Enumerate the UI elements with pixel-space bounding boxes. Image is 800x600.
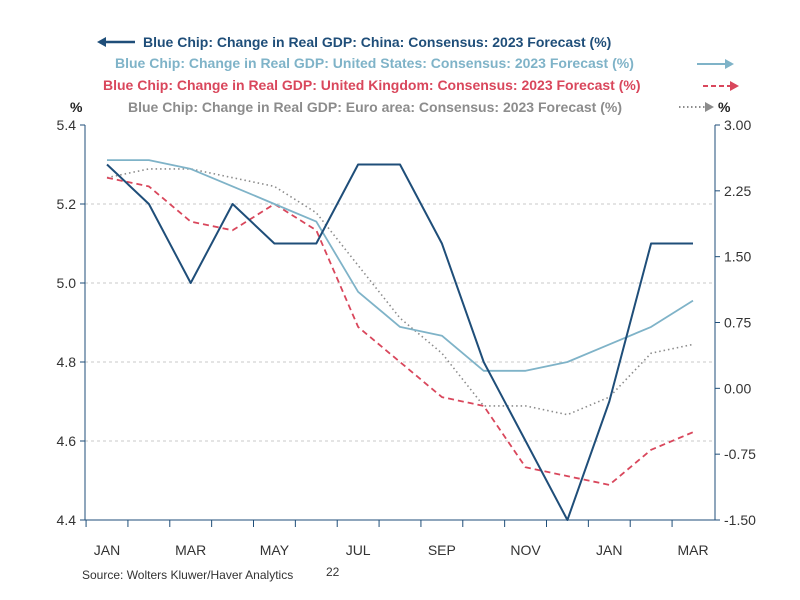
legend-arrowhead-euro-area (705, 102, 714, 112)
legend-entry-united-states: Blue Chip: Change in Real GDP: United St… (115, 55, 734, 71)
series-line-united-states (107, 159, 694, 372)
x-axis-tick-label: SEP (428, 542, 456, 558)
source-note: Source: Wolters Kluwer/Haver Analytics (82, 568, 293, 582)
x-axis-tick-label: MAR (175, 542, 206, 558)
right-axis-tick-label: 3.00 (724, 117, 751, 133)
left-axis-tick-label: 4.6 (57, 433, 77, 449)
right-axis-tick-label: -0.75 (724, 446, 756, 462)
x-axis-tick-label: JAN (94, 542, 120, 558)
legend-label-euro-area: Blue Chip: Change in Real GDP: Euro area… (128, 99, 622, 115)
x-axis-tick-label: JAN (596, 542, 622, 558)
left-axis-tick-label: 4.8 (57, 354, 77, 370)
legend-arrowhead-united-states (725, 59, 734, 69)
left-axis-tick-label: 4.4 (57, 512, 77, 528)
series-line-united-kingdom (106, 176, 694, 486)
gridlines (85, 203, 715, 442)
left-axis-tick-label: 5.0 (57, 275, 77, 291)
legend-label-united-states: Blue Chip: Change in Real GDP: United St… (115, 55, 634, 71)
right-axis-tick-label: 1.50 (724, 249, 751, 265)
right-axis-tick-label: 2.25 (724, 183, 751, 199)
legend-entry-united-kingdom: Blue Chip: Change in Real GDP: United Ki… (103, 77, 739, 93)
right-axis-ticks: 3.00 2.25 1.50 0.75 0.00 -0.75 -1.50 (715, 117, 756, 528)
legend-arrowhead-china (97, 37, 106, 47)
axes (84, 125, 716, 521)
legend: Blue Chip: Change in Real GDP: China: Co… (97, 34, 739, 115)
series-lines (106, 159, 694, 521)
left-axis-unit: % (70, 99, 83, 115)
legend-label-united-kingdom: Blue Chip: Change in Real GDP: United Ki… (103, 77, 641, 93)
left-axis-ticks: 5.4 5.2 5.0 4.8 4.6 4.4 (57, 117, 85, 528)
right-axis-unit: % (718, 99, 731, 115)
x-axis-tick-label: MAR (677, 542, 708, 558)
legend-entry-euro-area: Blue Chip: Change in Real GDP: Euro area… (128, 99, 714, 115)
legend-label-china: Blue Chip: Change in Real GDP: China: Co… (143, 34, 611, 50)
x-axis-ticks: JAN MAR MAY JUL SEP NOV JAN MAR (85, 520, 709, 558)
x-axis-tick-label: JUL (346, 542, 371, 558)
x-axis-tick-label: NOV (510, 542, 541, 558)
left-axis-tick-label: 5.4 (57, 117, 77, 133)
series-line-euro-area (106, 168, 694, 416)
right-axis-tick-label: 0.75 (724, 315, 751, 331)
right-axis-tick-label: -1.50 (724, 512, 756, 528)
x-axis-tick-label: MAY (260, 542, 290, 558)
left-axis-tick-label: 5.2 (57, 196, 77, 212)
right-axis-tick-label: 0.00 (724, 380, 751, 396)
year-suffix: 22 (326, 565, 340, 579)
legend-entry-china: Blue Chip: Change in Real GDP: China: Co… (97, 34, 611, 50)
legend-arrowhead-united-kingdom (730, 81, 739, 91)
series-line-china (106, 163, 693, 521)
